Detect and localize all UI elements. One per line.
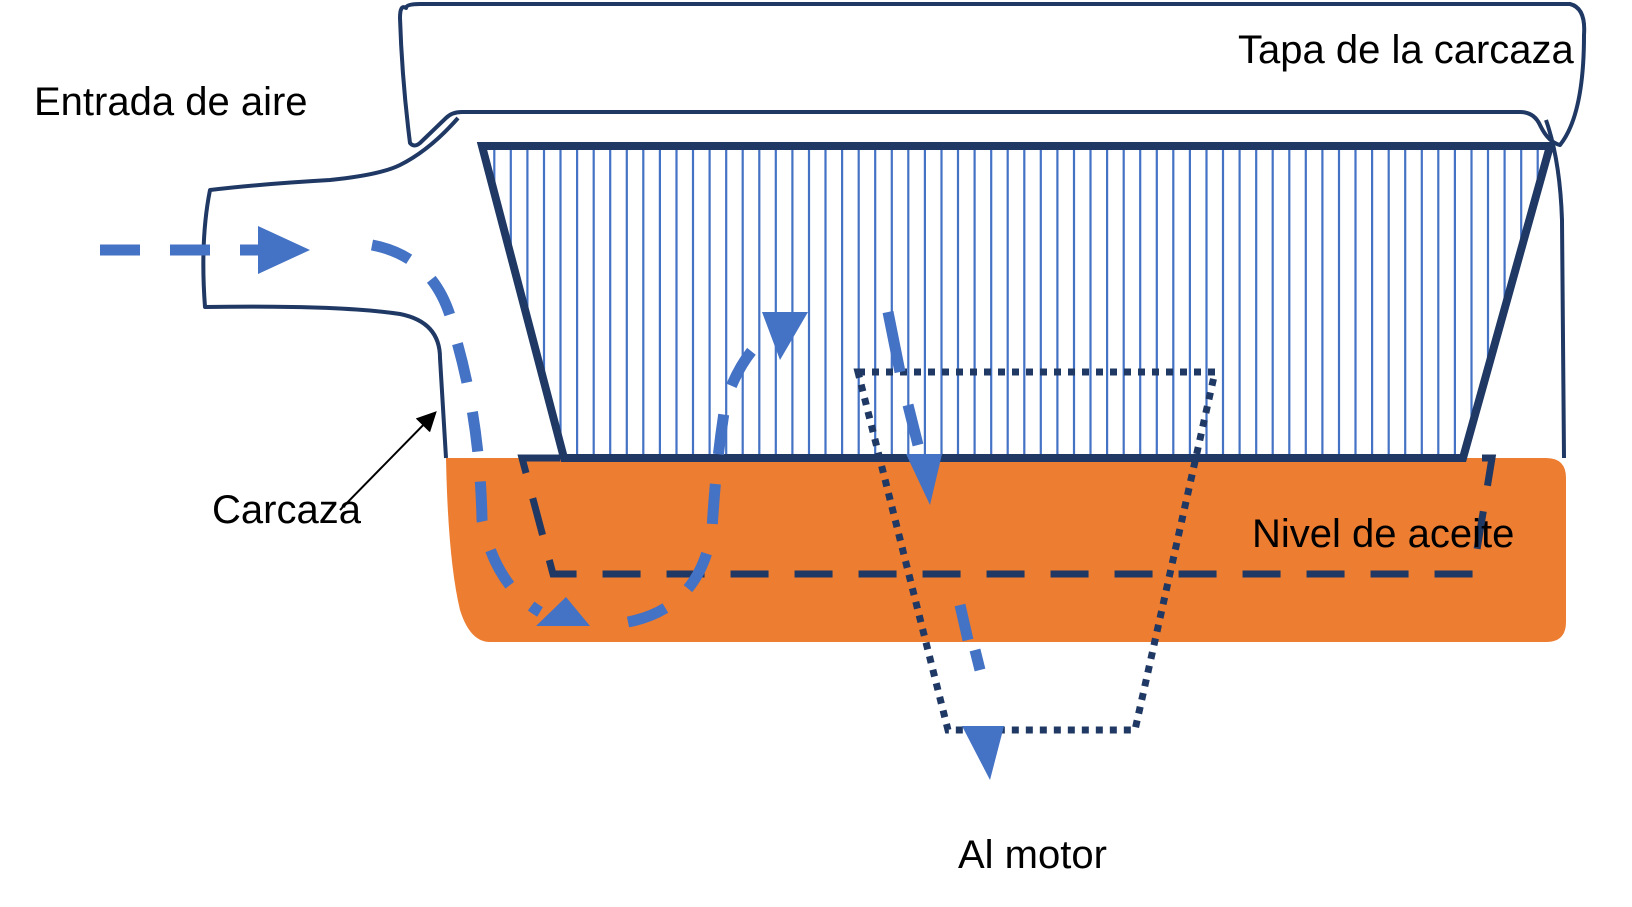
housing-pointer-arrow bbox=[339, 411, 437, 511]
arrowhead-to-engine bbox=[962, 726, 1004, 780]
airflow-arrowheads bbox=[258, 226, 1004, 780]
cover-label: Tapa de la carcaza bbox=[1238, 28, 1574, 72]
airflow-filter-to-outlet bbox=[882, 310, 924, 447]
arrowhead-inlet bbox=[258, 226, 310, 274]
airflow-down-curve bbox=[370, 239, 543, 617]
housing-body bbox=[201, 116, 460, 459]
housing-label: Carcaza bbox=[212, 488, 361, 532]
arrowhead-up-into-filter bbox=[762, 312, 808, 360]
oil-level-label: Nivel de aceite bbox=[1252, 512, 1515, 556]
housing-cover bbox=[398, 2, 1587, 148]
oil-cup-dashed bbox=[517, 454, 1497, 578]
filter-element bbox=[476, 142, 1556, 462]
to-engine-label: Al motor bbox=[958, 833, 1107, 877]
filter-frame bbox=[476, 142, 1556, 462]
air-inlet-label: Entrada de aire bbox=[34, 80, 308, 124]
arrowhead-into-oil bbox=[536, 597, 590, 626]
oil-bath bbox=[446, 458, 1566, 642]
filter-pleats bbox=[493, 150, 1539, 456]
housing-right-wall bbox=[1544, 119, 1566, 459]
airflow-outlet-dashes bbox=[954, 603, 986, 672]
airflow-up-curve bbox=[626, 335, 766, 628]
airflow-path bbox=[100, 239, 986, 672]
outlet-duct-dotted bbox=[853, 368, 1220, 734]
arrowhead-filter-down bbox=[906, 454, 942, 505]
